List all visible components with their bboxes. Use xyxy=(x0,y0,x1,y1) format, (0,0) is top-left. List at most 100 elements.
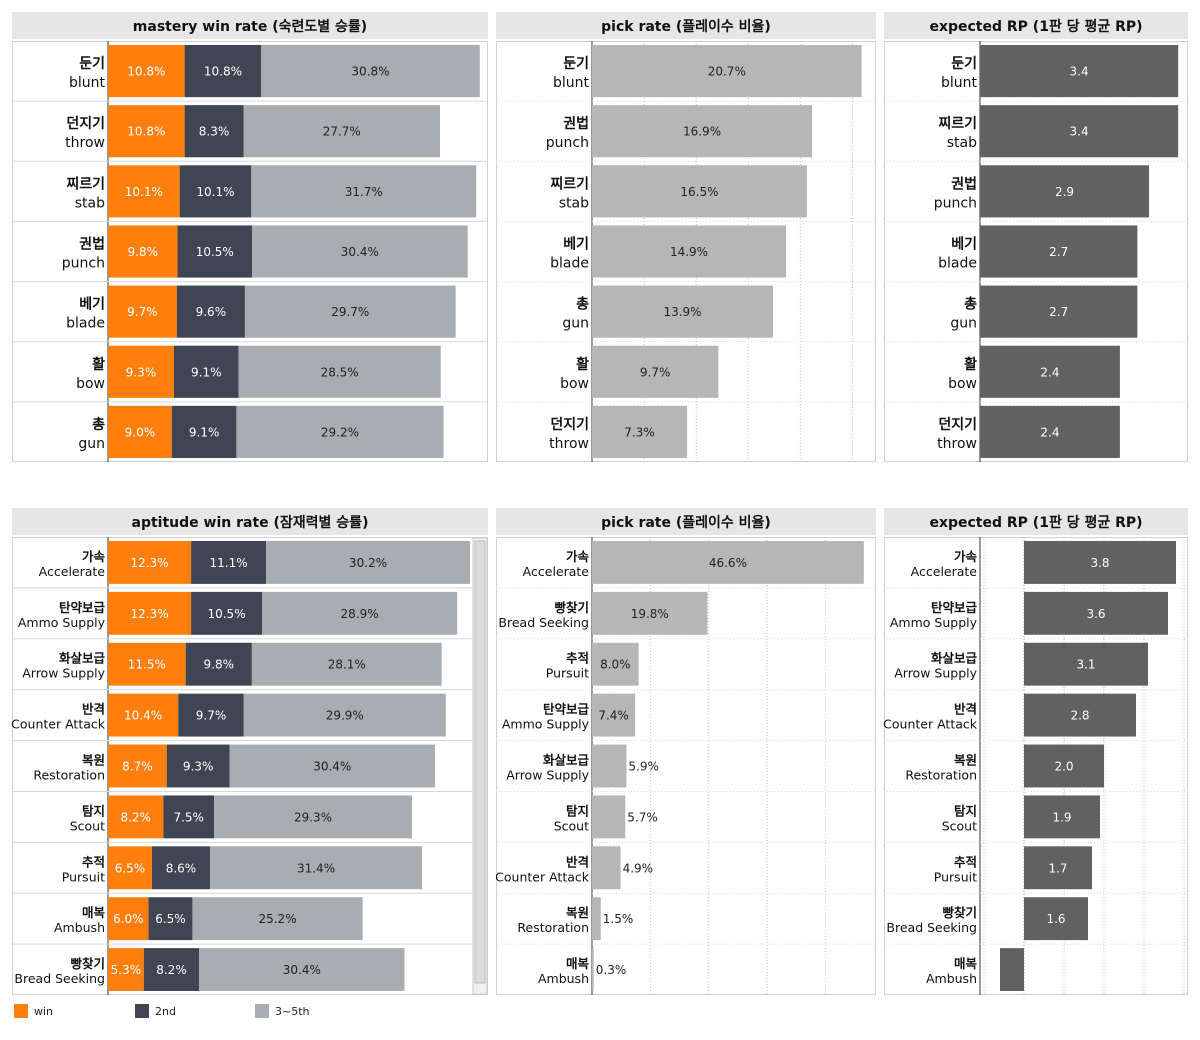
category-label-kr-ammo-supply: 탄약보급 xyxy=(59,600,106,615)
category-label-kr-bread-seeking: 빵찾기 xyxy=(942,905,977,920)
bar-punch xyxy=(592,105,813,158)
data-label-3-5th-counter-attack: 29.9% xyxy=(326,709,364,723)
bar-3-5th-pursuit xyxy=(209,846,423,890)
category-label-en-gun: gun xyxy=(950,316,977,332)
data-label-ambush: -0.6 xyxy=(1026,963,1049,977)
data-label-blunt: 3.4 xyxy=(1070,65,1089,79)
bar-3-5th-counter-attack xyxy=(243,693,446,737)
category-label-kr-bread-seeking: 빵찾기 xyxy=(554,600,589,615)
data-label-win-bow: 9.3% xyxy=(126,365,157,379)
category-label-kr-blade: 베기 xyxy=(563,237,589,253)
bar-punch xyxy=(980,165,1150,218)
category-label-en-stab: stab xyxy=(559,195,589,211)
category-label-en-blunt: blunt xyxy=(941,75,978,91)
bar-3-5th-ammo-supply xyxy=(262,591,458,635)
data-label-win-arrow-supply: 11.5% xyxy=(128,658,166,672)
data-label-3-5th-bow: 28.5% xyxy=(321,365,359,379)
bar-2nd-stab xyxy=(179,165,252,218)
category-label-kr-punch: 권법 xyxy=(563,116,589,132)
bar-3-5th-scout xyxy=(214,795,412,839)
category-label-kr-accelerate: 가속 xyxy=(954,549,978,564)
data-label-3-5th-scout: 29.3% xyxy=(294,810,332,824)
data-label-pursuit: 1.7 xyxy=(1048,861,1067,875)
bar-pursuit xyxy=(1024,846,1092,890)
bar-ammo-supply xyxy=(1024,591,1168,635)
data-label-stab: 3.4 xyxy=(1070,125,1089,139)
bar-gun xyxy=(592,285,774,338)
bar-blunt xyxy=(592,45,862,98)
category-label-en-gun: gun xyxy=(78,436,105,452)
plot-frame xyxy=(496,41,876,462)
data-label-win-throw: 10.8% xyxy=(127,125,165,139)
category-label-en-scout: Scout xyxy=(942,818,977,833)
category-label-en-accelerate: Accelerate xyxy=(523,564,590,579)
category-label-kr-throw: 던지기 xyxy=(66,115,105,132)
data-label-2nd-scout: 7.5% xyxy=(173,810,204,824)
data-label-punch: 16.9% xyxy=(683,125,721,139)
data-label-ammo-supply: 3.6 xyxy=(1086,607,1105,621)
category-label-kr-ambush: 매복 xyxy=(954,956,978,971)
data-label-bread-seeking: 19.8% xyxy=(631,607,669,621)
data-label-2nd-pursuit: 8.6% xyxy=(166,861,197,875)
data-label-win-blade: 9.7% xyxy=(127,305,158,319)
category-label-kr-ambush: 매복 xyxy=(82,905,106,920)
bar-3-5th-accelerate xyxy=(266,541,471,584)
bar-win-blunt xyxy=(108,45,185,98)
category-label-en-pursuit: Pursuit xyxy=(934,869,977,884)
category-label-kr-scout: 탐지 xyxy=(82,803,105,818)
bar-win-accelerate xyxy=(108,541,192,584)
data-label-win-blunt: 10.8% xyxy=(127,65,165,79)
data-label-punch: 2.9 xyxy=(1055,185,1074,199)
bar-win-ambush xyxy=(108,897,149,941)
aptitude-expected-rp-chart: expected RP (1판 당 평균 RP) 가속 Accelerate 3.8… xyxy=(883,508,1188,995)
data-label-2nd-blunt: 10.8% xyxy=(204,65,242,79)
category-label-en-throw: throw xyxy=(937,436,977,452)
data-label-3-5th-ambush: 25.2% xyxy=(258,912,296,926)
data-label-throw: 7.3% xyxy=(624,425,655,439)
mastery-win-rate-plot: 둔기 blunt 10.8% 10.8% 30.8% 던지기 throw 10.8% 8.3% 2… xyxy=(12,41,488,462)
bar-stab xyxy=(980,105,1179,158)
category-label-kr-restoration: 복원 xyxy=(566,905,589,920)
legend-item-3-5th: 3~5th xyxy=(255,1004,310,1018)
data-label-2nd-gun: 9.1% xyxy=(189,425,220,439)
data-label-3-5th-gun: 29.2% xyxy=(321,425,359,439)
category-label-kr-throw: 던지기 xyxy=(550,416,589,433)
mastery-pick-rate-chart: pick rate (플레이수 비율) 둔기 blunt 20.7% 권법 punch 1… xyxy=(496,12,876,462)
bar-3-5th-throw xyxy=(243,105,441,158)
legend-swatch-win xyxy=(14,1004,28,1018)
category-label-kr-bow: 활 xyxy=(92,356,105,373)
category-label-kr-blunt: 둔기 xyxy=(951,56,977,72)
data-label-blade: 2.7 xyxy=(1049,245,1068,259)
bar-2nd-ambush xyxy=(148,897,193,941)
category-label-kr-gun: 총 xyxy=(576,297,589,313)
data-label-restoration: 1.5% xyxy=(603,912,634,926)
legend-item-2nd: 2nd xyxy=(135,1004,176,1018)
plot-frame xyxy=(884,41,1188,462)
data-label-3-5th-restoration: 30.4% xyxy=(313,760,351,774)
plot-frame xyxy=(496,537,876,995)
category-label-en-arrow-supply: Arrow Supply xyxy=(506,768,589,783)
category-label-kr-pursuit: 추적 xyxy=(566,651,589,666)
data-label-blade: 14.9% xyxy=(670,245,708,259)
category-label-kr-blunt: 둔기 xyxy=(563,56,589,72)
bar-win-arrow-supply xyxy=(108,642,186,686)
bar-3-5th-restoration xyxy=(229,744,435,788)
data-label-stab: 16.5% xyxy=(680,185,718,199)
legend-label-3-5th: 3~5th xyxy=(275,1004,310,1018)
data-label-2nd-restoration: 9.3% xyxy=(183,760,214,774)
category-label-en-arrow-supply: Arrow Supply xyxy=(22,666,105,681)
category-label-kr-pursuit: 추적 xyxy=(954,854,977,869)
bar-2nd-ammo-supply xyxy=(191,591,263,635)
data-label-win-punch: 9.8% xyxy=(128,245,159,259)
category-label-en-scout: Scout xyxy=(70,818,105,833)
category-label-kr-gun: 총 xyxy=(964,297,977,313)
scrollbar-thumb[interactable] xyxy=(474,540,486,984)
data-label-scout: 1.9 xyxy=(1052,810,1071,824)
legend-swatch-3-5th xyxy=(255,1004,269,1018)
legend-swatch-2nd xyxy=(135,1004,149,1018)
bar-3-5th-bread-seeking xyxy=(199,948,405,991)
category-label-kr-punch: 권법 xyxy=(79,237,105,253)
category-label-kr-arrow-supply: 화살보급 xyxy=(59,651,106,666)
category-label-kr-stab: 찌르기 xyxy=(550,176,589,192)
